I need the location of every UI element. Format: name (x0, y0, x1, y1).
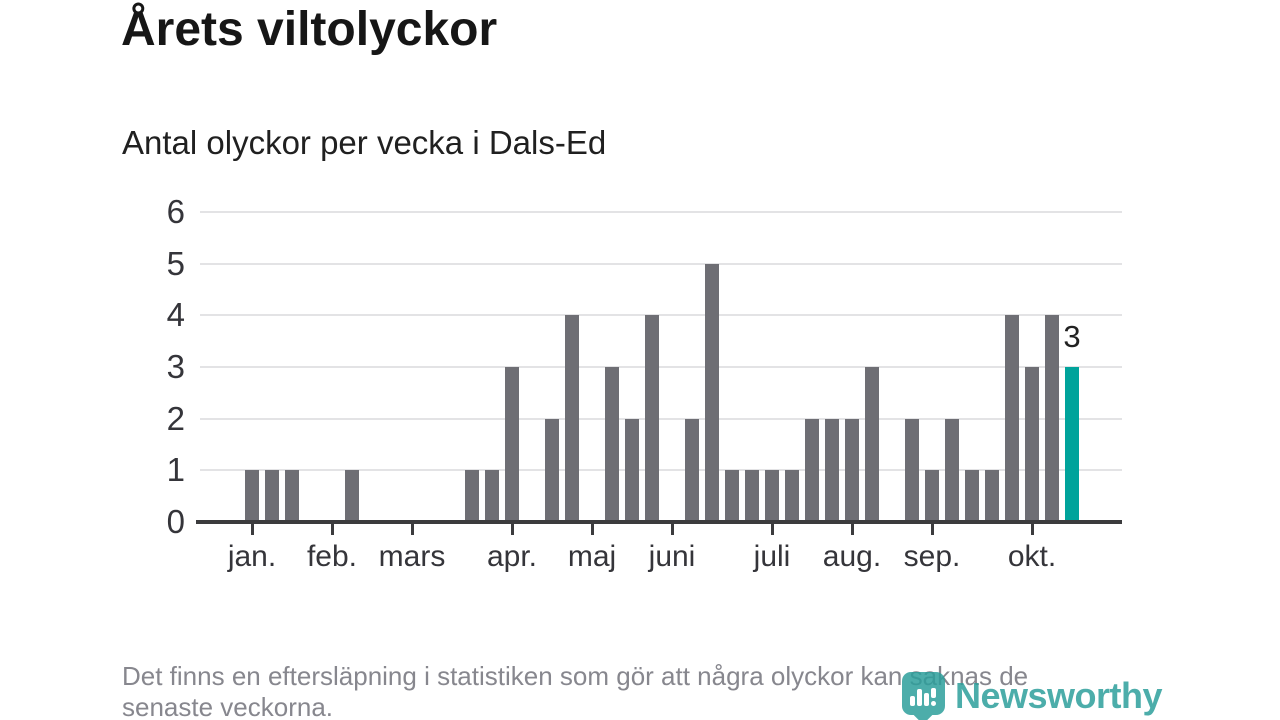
y-axis-label-2: 2 (166, 399, 185, 437)
x-axis-tick-apr (510, 524, 514, 535)
x-axis-tick-juli (770, 524, 774, 535)
chart-subtitle: Antal olyckor per vecka i Dals-Ed (122, 124, 607, 161)
bar-week (605, 367, 619, 522)
y-axis-label-6: 6 (166, 193, 185, 230)
bar-chart-icon (924, 693, 929, 706)
bar-week (545, 418, 559, 522)
bar-week (625, 418, 639, 522)
bar-week (1045, 315, 1059, 522)
x-axis-label-feb: feb. (306, 540, 358, 573)
x-axis-tick-aug (850, 524, 854, 535)
bar-week (465, 470, 479, 522)
gridline-y6 (200, 211, 1122, 213)
x-axis-tick-maj (590, 524, 594, 535)
x-axis-label-juli: juli (753, 540, 791, 573)
bar-week (945, 418, 959, 522)
y-axis-label-5: 5 (166, 244, 185, 282)
bar-week (985, 470, 999, 522)
bar-week (245, 470, 259, 522)
footer-note: Det finns en eftersläpning i statistiken… (122, 661, 1202, 720)
bar-week (725, 470, 739, 522)
bar-week (905, 418, 919, 522)
bar-week (745, 470, 759, 522)
x-axis-label-sep: sep. (903, 540, 961, 573)
gridline-y5 (200, 262, 1122, 265)
gridline-y2 (200, 417, 1122, 420)
x-axis-tick-juni (670, 524, 674, 535)
x-axis-label-aug: aug. (822, 540, 882, 573)
bar-week (685, 418, 699, 522)
x-axis-label-mars: mars (378, 540, 446, 573)
bar-week (765, 470, 779, 522)
y-axis-label-3: 3 (166, 348, 185, 385)
exclamation-icon (931, 701, 936, 706)
gridline-y4 (200, 314, 1122, 317)
y-axis-label-0: 0 (166, 503, 185, 540)
footer-note-line2: senaste veckorna. (122, 692, 334, 720)
x-axis-tick-okt (1030, 524, 1034, 535)
x-axis-label-maj: maj (567, 540, 617, 573)
footer-note-line1: Det finns en eftersläpning i statistiken… (122, 661, 1029, 691)
x-axis-tick-sep (930, 524, 934, 535)
bar-week (1025, 367, 1039, 522)
bar-week (285, 470, 299, 522)
bar-week (965, 470, 979, 522)
bar-week (505, 367, 519, 522)
bar-chart-plot-area: jan. feb. mars apr. maj juni juli aug. sep. okt. 3 (196, 211, 1122, 573)
bar-week (345, 470, 359, 522)
bar-chart-icon (917, 689, 922, 706)
current-week-value-label: 3 (1063, 319, 1081, 354)
bar-week (825, 418, 839, 522)
bar-week (265, 470, 279, 522)
gridline-y1 (200, 469, 1122, 472)
x-axis-label-jan: jan. (227, 540, 277, 573)
bar-week (845, 418, 859, 522)
bar-week (485, 470, 499, 522)
x-axis-tick-mars (410, 524, 414, 535)
bar-week (705, 263, 719, 522)
x-axis-label-apr: apr. (486, 540, 538, 573)
bar-week (805, 418, 819, 522)
bar-chart-icon (910, 696, 915, 706)
newsworthy-logo: Newsworthy (902, 670, 1172, 720)
gridline-y3 (200, 366, 1122, 368)
x-axis-tick-jan (250, 524, 254, 535)
x-axis-label-okt: okt. (1007, 540, 1057, 573)
bar-week (785, 470, 799, 522)
y-axis-label-4: 4 (166, 296, 185, 334)
bar-week (565, 315, 579, 522)
bar-week (925, 470, 939, 522)
exclamation-icon (931, 688, 936, 698)
newsworthy-pin-icon (902, 672, 945, 720)
bar-week (645, 315, 659, 522)
x-axis-label-juni: juni (648, 540, 696, 573)
x-axis-tick-feb (330, 524, 334, 535)
x-axis-line (196, 520, 1122, 524)
bar-week (1005, 315, 1019, 522)
page-title: Årets viltolyckor (121, 3, 498, 56)
newsworthy-wordmark: Newsworthy (955, 675, 1163, 716)
bar-week-current (1065, 367, 1079, 522)
y-axis-label-1: 1 (166, 451, 185, 489)
bar-week (865, 367, 879, 522)
